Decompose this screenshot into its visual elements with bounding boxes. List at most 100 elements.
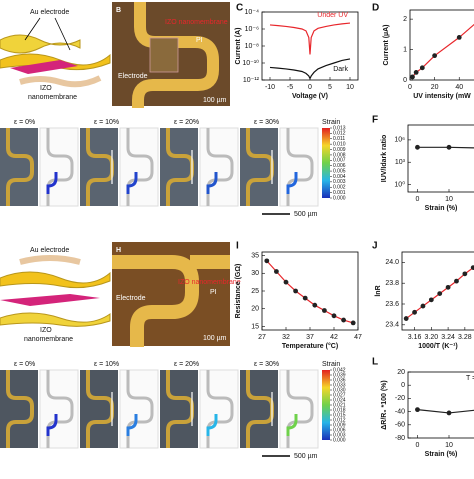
data-point [454,278,459,284]
membrane-label: IZO [40,85,52,92]
data-point [419,65,425,71]
colorbar-tick-label: 0.004 [333,174,346,180]
colorbar-tick-label: 0.005 [333,168,346,174]
series-label: Under UV [317,12,348,19]
serpentine-sim [126,128,154,206]
panel-label: B [116,7,121,14]
data-point [274,269,279,274]
x-axis-label: Temperature (°C) [282,342,338,350]
y-axis-label: Resistance (GΩ) [235,264,242,319]
data-point [415,407,420,413]
colorbar-tick-label: 0.001 [333,190,346,196]
pi-label: PI [210,289,217,296]
panel-label: F [372,115,378,126]
panel-label: J [372,241,378,252]
colorbar-tick-label: 0.021 [333,402,346,408]
y-tick-label: 10⁶ [394,137,405,144]
colorbar-title: Strain [322,361,340,368]
data-point [331,313,337,319]
x-tick-label: 10 [346,84,354,91]
illustration-a: Au electrode IZO nanomembrane [0,9,111,101]
x-axis-label: 1000/T (K⁻¹) [418,343,457,350]
y-tick-label: 10⁻⁶ [245,26,259,33]
panel-label: H [116,247,121,254]
electrode-label: Au electrode [30,247,69,254]
serpentine-sim [206,370,234,448]
panel-label: D [372,3,379,14]
x-tick-label: 3.28 [458,334,472,341]
annotation: T = [466,375,474,382]
serpentine-sim [206,128,234,206]
colorbar-tick-label: 0.008 [333,152,346,158]
y-axis-label: Current (µA) [383,25,390,66]
membrane-label: nanomembrane [24,336,73,343]
scale-label: 100 µm [203,335,227,342]
colorbar-tick-label: 0.012 [333,417,346,423]
electrode-label: Au electrode [30,9,69,16]
data-point [412,309,417,315]
strain-label: ε = 20% [174,119,199,126]
y-tick-label: 10⁻⁸ [245,43,259,50]
data-point [428,297,434,303]
colorbar-tick-label: 0.012 [333,131,346,137]
data-point [470,265,474,270]
y-tick-label: 2 [403,16,407,23]
colorbar-tick-label: 0.039 [333,372,346,378]
x-tick-label: -10 [265,84,275,91]
x-tick-label: 37 [306,334,314,341]
strain-label: ε = 0% [14,361,35,368]
y-tick-label: -80 [395,435,405,442]
y-tick-label: 0 [401,382,405,389]
data-point [302,295,308,301]
strain-label: ε = 10% [94,361,119,368]
y-tick-label: 20 [397,369,405,376]
colorbar-title: Strain [322,119,340,126]
x-tick-label: 27 [258,334,266,341]
colorbar-tick-label: 0.003 [333,432,346,438]
micrograph-b: IZO nanomembrane PI Electrode 100 µm B [112,2,230,108]
y-axis-label: Current (A) [235,28,242,65]
colorbar-tick-label: 0.013 [333,125,346,131]
y-tick-label: -40 [395,408,405,415]
x-tick-label: 0 [308,84,312,91]
y-tick-label: 10⁻¹⁰ [242,59,259,67]
colorbar-tick-label: 0.027 [333,392,346,398]
x-tick-label: 10 [445,196,453,203]
strain-label: ε = 20% [174,361,199,368]
colorbar-tick-label: 0.007 [333,158,346,164]
x-axis-label: UV intensity (mW [413,93,471,100]
colorbar-tick-label: 0.010 [333,141,346,147]
data-line [269,58,351,80]
y-tick-label: 25 [251,288,259,295]
colorbar [322,128,330,198]
y-tick-label: 23.6 [385,301,399,308]
colorbar-tick-label: 0.000 [333,195,346,201]
colorbar-tick-label: 0.009 [333,147,346,153]
data-point [413,69,419,75]
y-tick-label: -60 [395,422,405,429]
data-point [341,317,346,323]
data-point [462,271,468,277]
colorbar-tick-label: 0.042 [333,367,346,373]
electrode-label: Electrode [118,73,148,80]
x-tick-label: 40 [455,84,463,91]
colorbar [322,370,330,440]
y-tick-label: 0 [403,77,407,84]
data-point [410,74,415,80]
data-line [417,409,474,414]
data-point [403,316,409,321]
y-tick-label: 20 [251,306,259,313]
serpentine-sim [46,128,74,206]
y-tick-label: 23.8 [385,280,399,287]
strain-region [286,414,298,436]
serpentine-electrode [6,128,34,206]
data-point [293,288,298,294]
y-axis-label: IUV/Idark ratio [381,135,388,182]
y-tick-label: 24.0 [385,259,399,266]
colorbar-tick-label: 0.002 [333,185,346,191]
colorbar-tick-label: 0.009 [333,422,346,428]
membrane-label: IZO [40,327,52,334]
y-tick-label: 10³ [395,159,406,166]
data-line [266,260,354,324]
strain-label: ε = 30% [254,361,279,368]
